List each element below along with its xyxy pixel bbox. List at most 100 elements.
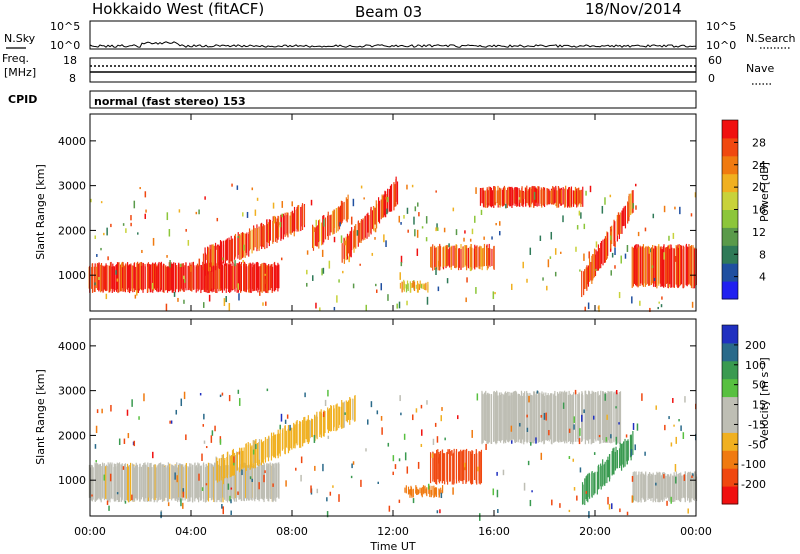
- heatmap-point: [177, 297, 179, 302]
- heatmap-point: [139, 187, 141, 190]
- heatmap-point: [233, 462, 235, 466]
- heatmap-point: [233, 456, 235, 464]
- noise-sky-label: N.Sky: [4, 32, 36, 45]
- heatmap-point: [518, 197, 521, 200]
- heatmap-point: [519, 422, 521, 427]
- heatmap-point: [593, 415, 595, 420]
- heatmap-point: [230, 487, 233, 490]
- heatmap-point: [169, 420, 171, 424]
- heatmap-point: [420, 443, 423, 447]
- heatmap-feature-streak: [581, 430, 634, 506]
- heatmap-point: [251, 187, 254, 191]
- heatmap-feature-band: [631, 243, 697, 289]
- heatmap-point: [536, 390, 539, 394]
- noise-sky-trace: [89, 41, 697, 48]
- heatmap-point: [241, 469, 243, 476]
- heatmap-point: [576, 225, 579, 230]
- xtick-label: 00:00: [680, 525, 712, 538]
- heatmap-point: [530, 442, 532, 446]
- heatmap-point: [109, 473, 112, 482]
- heatmap-point: [492, 291, 495, 300]
- heatmap-point: [352, 283, 355, 289]
- heatmap-point: [492, 488, 495, 496]
- xtick-label: 12:00: [377, 525, 409, 538]
- heatmap-point: [464, 466, 466, 471]
- heatmap-point: [531, 490, 533, 493]
- heatmap-point: [394, 464, 397, 470]
- heatmap-point: [321, 268, 323, 276]
- heatmap-point: [314, 465, 316, 471]
- heatmap-point: [100, 247, 102, 251]
- heatmap-point: [576, 495, 578, 501]
- heatmap-point: [98, 276, 100, 281]
- power-y-axis: 4000 3000 2000 1000: [58, 135, 696, 282]
- heatmap-point: [575, 246, 577, 252]
- heatmap-point: [195, 211, 198, 215]
- heatmap-point: [363, 197, 365, 200]
- heatmap-point: [237, 491, 239, 495]
- heatmap-point: [469, 267, 472, 272]
- heatmap-point: [370, 401, 373, 408]
- heatmap-point: [291, 201, 293, 207]
- heatmap-point: [101, 408, 103, 414]
- heatmap-point: [475, 187, 477, 194]
- heatmap-point: [118, 438, 121, 445]
- heatmap-point: [526, 414, 528, 418]
- heatmap-point: [618, 291, 621, 299]
- heatmap-point: [568, 428, 571, 433]
- x-axis-label: Time UT: [369, 540, 415, 553]
- heatmap-point: [203, 440, 206, 444]
- heatmap-point: [229, 495, 231, 501]
- heatmap-point: [644, 227, 647, 232]
- heatmap-point: [609, 194, 612, 198]
- heatmap-point: [624, 253, 627, 259]
- heatmap-point: [562, 215, 564, 223]
- heatmap-point: [124, 500, 127, 504]
- heatmap-point: [122, 223, 125, 226]
- heatmap-point: [273, 215, 276, 224]
- heatmap-point: [399, 272, 401, 280]
- heatmap-point: [306, 269, 308, 275]
- heatmap-point: [672, 398, 674, 403]
- heatmap-point: [604, 197, 606, 205]
- heatmap-point: [691, 301, 694, 308]
- heatmap-point: [416, 229, 419, 238]
- heatmap-point: [107, 256, 109, 261]
- heatmap-point: [185, 228, 187, 232]
- heatmap-point: [398, 499, 401, 503]
- heatmap-point: [673, 424, 675, 427]
- heatmap-point: [170, 420, 173, 424]
- colorbar-tick-label: 16: [752, 204, 766, 217]
- heatmap-point: [94, 282, 96, 286]
- heatmap-point: [242, 212, 244, 217]
- heatmap-point: [626, 245, 629, 252]
- heatmap-point: [144, 213, 147, 219]
- heatmap-point: [266, 388, 269, 392]
- heatmap-point: [166, 255, 168, 258]
- heatmap-point: [251, 478, 253, 482]
- heatmap-point: [304, 392, 306, 398]
- heatmap-point: [221, 392, 224, 396]
- heatmap-point: [674, 464, 677, 472]
- heatmap-point: [610, 229, 612, 232]
- heatmap-feature-blob: [399, 279, 429, 293]
- freq-label: Freq.: [2, 52, 29, 65]
- heatmap-point: [437, 457, 440, 464]
- heatmap-point: [554, 271, 557, 277]
- heatmap-point: [230, 510, 232, 515]
- heatmap-point: [425, 216, 428, 224]
- heatmap-point: [190, 265, 192, 272]
- heatmap-point: [380, 283, 383, 291]
- heatmap-point: [548, 429, 550, 436]
- heatmap-point: [201, 487, 204, 491]
- heatmap-point: [471, 228, 474, 235]
- heatmap-point: [123, 438, 126, 444]
- heatmap-point: [160, 511, 162, 519]
- heatmap-point: [632, 423, 635, 430]
- heatmap-point: [549, 256, 552, 259]
- heatmap-point: [219, 439, 222, 445]
- heatmap-point: [666, 500, 668, 506]
- heatmap-point: [221, 504, 223, 509]
- nave-label: Nave: [746, 62, 774, 75]
- heatmap-point: [619, 508, 621, 513]
